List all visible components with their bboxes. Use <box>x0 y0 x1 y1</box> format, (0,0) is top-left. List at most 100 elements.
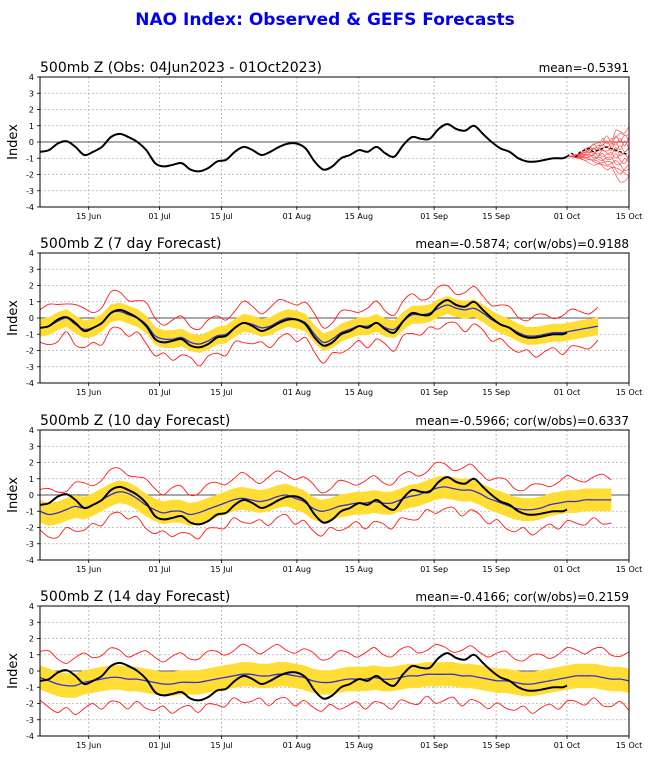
upper-extreme-line <box>39 461 612 497</box>
x-tick-label: 15 Jun <box>76 741 101 750</box>
y-tick-label: 0 <box>29 138 34 147</box>
y-tick-label: 3 <box>29 265 34 274</box>
observed-line <box>39 476 568 526</box>
y-tick-label: 0 <box>29 667 34 676</box>
x-tick-label: 01 Oct <box>554 565 581 574</box>
panel-stat: mean=-0.5874; cor(w/obs)=0.9188 <box>415 237 629 251</box>
y-tick-label: 0 <box>29 314 34 323</box>
x-tick-label: 01 Jul <box>148 741 170 750</box>
panel-4: -4 -3 -2 -1 0 1 2 3 4 15 Jun 01 Jul 15 Jul 01 Aug 15 … <box>6 589 642 750</box>
y-tick-label: 1 <box>29 122 34 131</box>
x-tick-label: 15 Sep <box>482 565 510 574</box>
y-tick-label: 4 <box>29 73 34 82</box>
y-tick-label: -2 <box>26 700 34 709</box>
panel-title: 500mb Z (10 day Forecast) <box>40 413 230 429</box>
upper-extreme-line <box>39 643 630 664</box>
panel-3: -4 -3 -2 -1 0 1 2 3 4 15 Jun 01 Jul 15 Jul 01 Aug 15 … <box>6 413 642 574</box>
upper-extreme-line <box>39 284 599 331</box>
x-tick-label: 15 Jul <box>210 388 232 397</box>
y-tick-label: -3 <box>26 716 34 725</box>
x-tick-label: 15 Aug <box>345 388 373 397</box>
x-tick-label: 01 Jul <box>148 212 170 221</box>
y-tick-label: 2 <box>29 282 34 291</box>
y-tick-label: -4 <box>26 379 34 388</box>
x-tick-label: 01 Aug <box>283 212 311 221</box>
x-tick-label: 15 Sep <box>482 388 510 397</box>
x-tick-label: 01 Aug <box>283 388 311 397</box>
x-tick-label: 15 Jun <box>76 212 101 221</box>
x-tick-label: 15 Aug <box>345 212 373 221</box>
y-axis-label: Index <box>6 300 21 336</box>
x-tick-label: 15 Oct <box>616 741 643 750</box>
x-tick-label: 01 Sep <box>420 565 448 574</box>
y-tick-label: 2 <box>29 459 34 468</box>
panel-stat: mean=-0.4166; cor(w/obs)=0.2159 <box>415 590 629 604</box>
y-tick-label: -3 <box>26 540 34 549</box>
x-tick-label: 01 Jul <box>148 388 170 397</box>
ensemble-mean-line <box>566 146 630 158</box>
x-tick-label: 15 Jul <box>210 741 232 750</box>
y-tick-label: -4 <box>26 732 34 741</box>
x-tick-label: 15 Sep <box>482 741 510 750</box>
x-tick-label: 15 Oct <box>616 565 643 574</box>
y-tick-label: -2 <box>26 347 34 356</box>
ensemble-mean-line <box>39 673 630 687</box>
spread-band <box>40 662 629 698</box>
observed-line <box>39 299 568 349</box>
x-tick-label: 01 Jul <box>148 565 170 574</box>
y-axis-label: Index <box>6 653 21 689</box>
y-tick-label: 2 <box>29 106 34 115</box>
y-tick-label: -1 <box>26 507 34 516</box>
y-tick-label: -3 <box>26 187 34 196</box>
y-tick-label: 3 <box>29 618 34 627</box>
y-tick-label: -1 <box>26 330 34 339</box>
x-tick-label: 01 Sep <box>420 741 448 750</box>
x-tick-label: 01 Oct <box>554 388 581 397</box>
panel-2: -4 -3 -2 -1 0 1 2 3 4 15 Jun 01 Jul 15 Jul 01 Aug 15 … <box>6 236 642 397</box>
panel-stat: mean=-0.5391 <box>539 61 629 75</box>
y-tick-label: 1 <box>29 298 34 307</box>
y-axis-label: Index <box>6 124 21 160</box>
panel-1: -4 -3 -2 -1 0 1 2 3 4 15 Jun 01 Jul 15 Jul 01 Aug 15 … <box>6 60 642 221</box>
y-tick-label: 4 <box>29 249 34 258</box>
y-tick-label: -1 <box>26 683 34 692</box>
x-tick-label: 15 Jul <box>210 565 232 574</box>
y-tick-label: -2 <box>26 171 34 180</box>
x-tick-label: 15 Oct <box>616 212 643 221</box>
x-tick-label: 15 Sep <box>482 212 510 221</box>
lower-extreme-line <box>39 321 599 367</box>
panel-title: 500mb Z (Obs: 04Jun2023 - 01Oct2023) <box>40 60 322 76</box>
x-tick-label: 15 Aug <box>345 741 373 750</box>
y-axis-label: Index <box>6 477 21 513</box>
ensemble-member-line <box>566 152 630 161</box>
x-tick-label: 01 Aug <box>283 741 311 750</box>
spread-band <box>40 475 612 526</box>
y-tick-label: 2 <box>29 635 34 644</box>
x-tick-label: 15 Aug <box>345 565 373 574</box>
lower-extreme-line <box>39 506 612 540</box>
x-tick-label: 01 Oct <box>554 741 581 750</box>
y-tick-label: 3 <box>29 442 34 451</box>
y-tick-label: -3 <box>26 363 34 372</box>
x-tick-label: 15 Jun <box>76 388 101 397</box>
y-tick-label: 4 <box>29 426 34 435</box>
y-tick-label: -2 <box>26 524 34 533</box>
x-tick-label: 01 Oct <box>554 212 581 221</box>
y-tick-label: 3 <box>29 89 34 98</box>
x-tick-label: 15 Jul <box>210 212 232 221</box>
observed-line <box>39 652 568 702</box>
y-tick-label: 1 <box>29 475 34 484</box>
ensemble-member-line <box>566 136 630 157</box>
ensemble-member-line <box>566 126 630 157</box>
x-tick-label: 15 Oct <box>616 388 643 397</box>
panel-title: 500mb Z (7 day Forecast) <box>40 236 221 252</box>
y-tick-label: 0 <box>29 491 34 500</box>
x-tick-label: 01 Sep <box>420 388 448 397</box>
observed-line <box>39 123 568 173</box>
figure-title: NAO Index: Observed & GEFS Forecasts <box>135 10 515 30</box>
x-tick-label: 15 Jun <box>76 565 101 574</box>
x-tick-label: 01 Aug <box>283 565 311 574</box>
panel-title: 500mb Z (14 day Forecast) <box>40 589 230 605</box>
ensemble-member-line <box>566 156 630 175</box>
y-tick-label: -4 <box>26 556 34 565</box>
